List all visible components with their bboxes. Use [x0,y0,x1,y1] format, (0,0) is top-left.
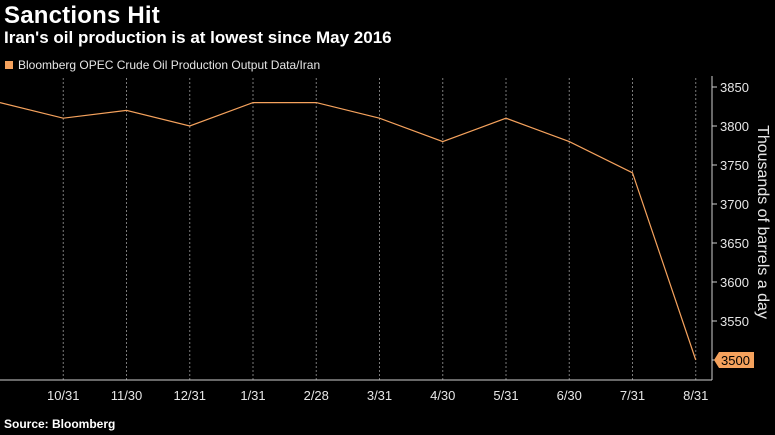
x-tick-label: 8/31 [683,388,708,403]
last-value-group: 3500 [714,352,754,368]
y-tick-label: 3600 [720,275,749,290]
x-tick-label: 4/30 [430,388,455,403]
legend: Bloomberg OPEC Crude Oil Production Outp… [5,58,320,72]
grid-lines [62,78,697,380]
chart-subtitle: Iran's oil production is at lowest since… [4,28,392,47]
chart-title: Sanctions Hit [4,2,160,29]
x-tick-label: 12/31 [173,388,206,403]
series-group [0,101,697,361]
x-tick-label: 5/31 [493,388,518,403]
y-tick-label: 3800 [720,119,749,134]
y-tick-label: 3850 [720,80,749,95]
source-note: Source: Bloomberg [4,417,116,431]
y-axis: 3550 3600 3650 3700 3750 3800 3850 [0,76,749,381]
last-value-label: 3500 [721,353,750,368]
last-value-badge [714,352,754,368]
legend-swatch [5,61,13,69]
x-tick-label: 1/31 [240,388,265,403]
x-tick-label: 2/28 [304,388,329,403]
legend-label: Bloomberg OPEC Crude Oil Production Outp… [18,58,321,72]
x-axis-ticks: 10/31 11/30 12/31 1/31 2/28 3/31 4/30 5/31 6/30 7… [47,388,708,403]
y-tick-label: 3750 [720,158,749,173]
x-tick-label: 7/31 [620,388,645,403]
x-tick-label: 3/31 [367,388,392,403]
x-tick-label: 11/30 [111,388,143,403]
y-tick-label: 3650 [720,236,749,251]
y-tick-label: 3550 [720,314,749,329]
x-tick-label: 6/30 [557,388,582,403]
series-line [0,101,697,361]
y-tick-label: 3700 [720,197,749,212]
x-tick-label: 10/31 [47,388,80,403]
y-axis-label: Thousands of barrels a day [754,125,771,319]
